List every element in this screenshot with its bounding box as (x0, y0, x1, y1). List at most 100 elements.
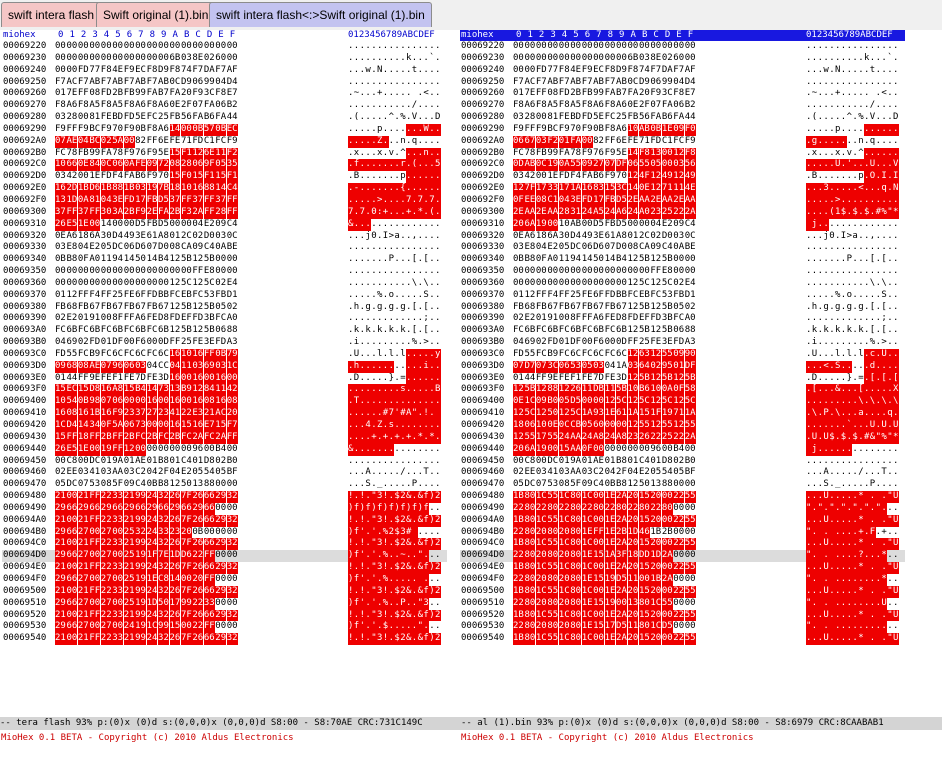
hex-byte[interactable]: A0 (89, 254, 101, 265)
hex-byte[interactable]: 42 (524, 171, 536, 182)
hex-byte[interactable]: A6 (593, 313, 604, 324)
hex-byte[interactable]: 00 (158, 396, 169, 409)
hex-byte[interactable]: FD (77, 64, 89, 75)
hex-byte[interactable]: FF (627, 337, 639, 348)
hex-byte[interactable]: B6 (661, 112, 673, 123)
hex-byte[interactable]: 00 (89, 266, 101, 277)
hex-byte[interactable]: 61 (146, 230, 158, 241)
hex-byte[interactable]: 5C (524, 408, 536, 420)
hex-byte[interactable]: 00 (581, 135, 593, 148)
hex-byte[interactable]: 07 (100, 360, 112, 373)
hex-byte[interactable]: FC (100, 325, 112, 336)
hex-byte[interactable]: F7 (673, 64, 685, 75)
hex-byte[interactable]: 32 (226, 562, 238, 574)
hex-byte[interactable]: A6 (135, 100, 146, 111)
hex-byte[interactable]: 61 (616, 408, 627, 420)
hex-byte[interactable]: 00 (203, 443, 215, 454)
hex-byte[interactable]: 00 (581, 41, 593, 51)
hex-byte[interactable]: 00 (535, 266, 547, 277)
hex-byte[interactable]: A8 (616, 431, 627, 444)
hex-byte[interactable]: 22 (650, 431, 662, 444)
hex-byte[interactable]: 9F (203, 159, 215, 172)
hex-byte[interactable]: 00 (604, 277, 616, 288)
hex-byte[interactable]: 15 (55, 384, 66, 397)
hex-byte[interactable]: 12 (673, 420, 685, 432)
hex-byte[interactable]: 49 (581, 230, 593, 241)
hex-byte[interactable]: 00 (593, 514, 604, 527)
hex-byte[interactable]: 16 (55, 408, 66, 420)
hex-byte[interactable]: 15 (55, 431, 66, 444)
hex-byte[interactable]: DF (112, 337, 124, 348)
hex-byte[interactable]: 12 (66, 289, 78, 300)
hex-byte[interactable]: 67 (112, 301, 124, 312)
hex-byte[interactable]: 69 (203, 360, 215, 373)
hex-byte[interactable]: 00 (673, 621, 685, 632)
hex-byte[interactable]: E8 (203, 266, 215, 277)
hex-byte[interactable]: 10 (180, 348, 192, 361)
hex-byte[interactable]: EC (226, 123, 238, 136)
hex-byte[interactable]: 06 (123, 420, 135, 432)
hex-byte[interactable]: 05 (558, 242, 570, 253)
hex-byte[interactable]: 03 (673, 159, 685, 172)
hex-row[interactable]: 000693C0 FD 55 FC B9 FC 6C FC 6C FC 6C 12 63 12 55 09 90… (460, 348, 905, 361)
hex-byte[interactable]: FC (673, 313, 685, 324)
hex-byte[interactable]: B7 (158, 88, 169, 99)
hex-byte[interactable]: 00 (616, 420, 627, 432)
hex-byte[interactable]: 00 (77, 52, 89, 63)
hex-byte[interactable]: B8 (616, 479, 627, 490)
hex-byte[interactable]: FF (650, 266, 662, 277)
hex-byte[interactable]: AA (684, 194, 696, 207)
hex-byte[interactable]: 00 (570, 266, 582, 277)
hex-byte[interactable]: 16 (169, 348, 181, 361)
hex-byte[interactable]: 66 (180, 502, 192, 515)
hex-byte[interactable]: 22 (192, 550, 204, 563)
hex-byte[interactable]: 00 (66, 585, 78, 598)
hex-byte[interactable]: 26 (192, 491, 204, 503)
hex-byte[interactable]: FC (581, 325, 593, 336)
hex-byte[interactable]: 04 (77, 242, 89, 253)
hex-byte[interactable]: 55 (547, 431, 559, 444)
hex-byte[interactable]: 33 (112, 514, 124, 527)
hex-byte[interactable]: 12 (673, 372, 685, 385)
hex-byte[interactable]: 25 (123, 550, 135, 563)
hex-row[interactable]: 000694D0 22 80 20 80 20 80 1E 15 1A 3F 18 DD 1D 2A 00 00… (460, 550, 905, 563)
hex-byte[interactable]: 00 (158, 41, 169, 51)
hex-row[interactable]: 00069450 00 C8 00 DC 01 9A 01 AE 01 B8 01 C4 01 D8 02 B0… (2, 456, 447, 468)
hex-byte[interactable]: 56 (180, 112, 192, 123)
hex-byte[interactable]: 22 (673, 491, 685, 503)
hex-byte[interactable]: 33 (112, 538, 124, 551)
hex-byte[interactable]: 0E (169, 100, 181, 111)
hex-byte[interactable]: 7D (593, 372, 604, 383)
hex-byte[interactable]: D4 (112, 230, 124, 241)
hex-byte[interactable]: 6F (593, 289, 604, 300)
hex-byte[interactable]: C4 (593, 479, 604, 490)
hex-byte[interactable]: 2A (616, 514, 627, 527)
hex-byte[interactable]: 16 (581, 183, 593, 195)
hex-byte[interactable]: FF (89, 206, 101, 219)
hex-byte[interactable]: 06 (673, 100, 685, 111)
hex-byte[interactable]: 02 (55, 313, 66, 324)
hex-byte[interactable]: FE (581, 372, 593, 383)
hex-byte[interactable]: 12 (650, 183, 662, 195)
hex-byte[interactable]: FF (89, 491, 101, 503)
hex-byte[interactable]: 20 (627, 562, 639, 574)
hex-rows[interactable]: 00069220 00 00 00 00 00 00 00 00 00 00 00 00 00 00 00 00… (460, 41, 905, 646)
hex-byte[interactable]: 55 (547, 585, 559, 598)
hex-byte[interactable]: FE (581, 289, 593, 300)
hex-byte[interactable]: 26 (570, 384, 582, 397)
hex-byte[interactable]: 24 (558, 431, 570, 444)
hex-byte[interactable]: D4 (66, 420, 78, 432)
hex-byte[interactable]: 12 (650, 277, 662, 288)
hex-byte[interactable]: 13 (650, 147, 662, 160)
hex-byte[interactable]: 0B (55, 254, 66, 265)
hex-byte[interactable]: FA (604, 88, 616, 99)
hex-byte[interactable]: 66 (66, 597, 78, 610)
hex-byte[interactable]: B0 (547, 396, 559, 409)
hex-byte[interactable]: E2 (66, 313, 78, 324)
hex-byte[interactable]: DD (638, 550, 650, 563)
hex-byte[interactable]: 2C (180, 230, 192, 241)
hex-byte[interactable]: 20 (535, 621, 547, 634)
hex-byte[interactable]: 29 (55, 597, 66, 610)
hex-byte[interactable]: 1E (604, 609, 616, 622)
hex-row[interactable]: 000693E0 01 44 FF 9E FE F1 FE 7D FE 3D 16 00 16 00 16 00… (2, 372, 447, 385)
